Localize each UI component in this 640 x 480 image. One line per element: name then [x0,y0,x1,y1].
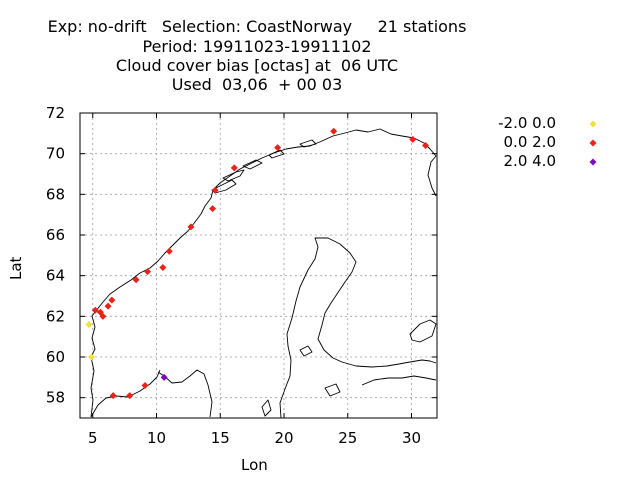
x-axis-label: Lon [241,456,268,474]
station-marker [160,373,168,381]
title-line-4: Used 03,06 + 00 03 [171,75,343,94]
station-marker [99,312,107,320]
station-marker [132,276,140,284]
station-marker [108,296,116,304]
station-marker [230,164,238,172]
legend-label-0: -2.0 0.0 [498,114,556,132]
x-tick-label: 25 [338,429,357,447]
y-tick-label: 62 [46,307,65,325]
x-axis-ticks: 5 10 15 20 25 30 [88,113,421,447]
station-marker [274,144,282,152]
y-tick-label: 58 [46,389,65,407]
station-marker [330,127,338,135]
station-points [85,127,430,400]
plot-frame [79,112,438,419]
station-marker [109,392,117,400]
station-marker [87,353,95,361]
station-marker [104,302,112,310]
station-marker [209,205,217,213]
legend-markers [589,120,597,166]
station-marker [85,320,93,328]
legend-label-2: 2.0 4.0 [503,152,556,170]
x-tick-label: 20 [274,429,293,447]
grid-lines [80,112,437,418]
title-line-3: Cloud cover bias [octas] at 06 UTC [115,56,399,75]
y-tick-label: 66 [46,226,65,244]
title-line-1: Exp: no-drift Selection: CoastNorway 21 … [47,17,467,36]
x-tick-label: 30 [402,429,421,447]
y-tick-label: 72 [46,104,65,122]
y-axis-label: Lat [7,256,25,280]
legend-marker [589,158,597,166]
station-marker [141,381,149,389]
x-tick-label: 5 [88,429,98,447]
station-marker [211,186,219,194]
y-tick-label: 64 [46,267,65,285]
station-marker [422,142,430,150]
x-tick-label: 10 [147,429,166,447]
station-marker [159,264,167,272]
station-marker [409,135,417,143]
y-tick-label: 60 [46,348,65,366]
station-marker [144,268,152,276]
coastline [90,128,437,419]
x-tick-label: 15 [211,429,230,447]
station-marker [126,392,134,400]
station-marker [91,306,99,314]
station-marker [165,247,173,255]
station-marker [187,223,195,231]
y-tick-label: 68 [46,185,65,203]
title-line-2: Period: 19911023-19911102 [142,37,372,56]
y-axis-ticks: 58 60 62 64 66 68 70 72 [46,104,437,407]
legend-label-1: 0.0 2.0 [503,133,556,151]
legend-marker [589,120,597,128]
legend-marker [589,139,597,147]
y-tick-label: 70 [46,145,65,163]
